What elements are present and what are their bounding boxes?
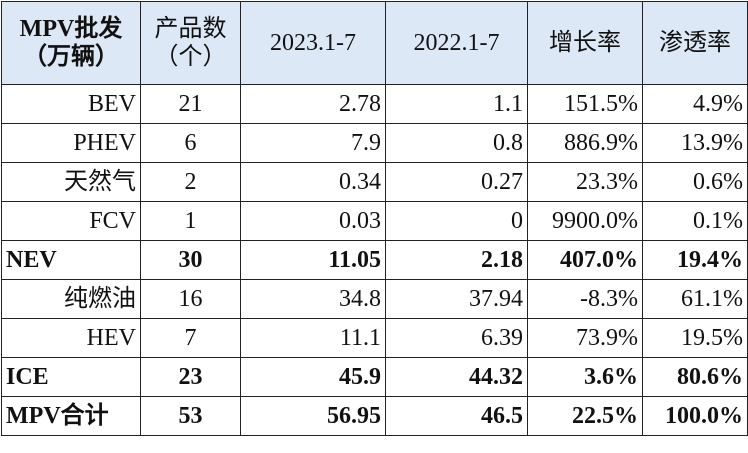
header-text: （个） [154,44,227,70]
table-cell: BEV [1,84,141,124]
table-row: ICE 23 45.9 44.32 3.6% 80.6% [1,357,748,397]
table-cell: MPV合计 [1,396,141,436]
table-row: PHEV 6 7.9 0.8 886.9% 13.9% [1,123,748,163]
table-cell: 纯燃油 [1,279,141,319]
table-cell: 0.34 [240,162,386,202]
table-cell: 0.6% [642,162,748,202]
table-header: MPV批发 （万辆） 产品数 （个） 2023.1-7 2022.1-7 增长率 渗透率 [1,1,748,85]
table-cell: 天然气 [1,162,141,202]
table-cell: 0 [385,201,528,241]
table-cell: 11.1 [240,318,386,358]
header-text: 增长率 [549,30,621,56]
table-cell: 22.5% [527,396,643,436]
table-row: NEV 30 11.05 2.18 407.0% 19.4% [1,240,748,280]
table-row: BEV 21 2.78 1.1 151.5% 4.9% [1,84,748,124]
table-cell: 3.6% [527,357,643,397]
table-cell: 2.18 [385,240,528,280]
table-cell: 151.5% [527,84,643,124]
table-cell: 2.78 [240,84,386,124]
table-cell: 1 [140,201,241,241]
table-body: BEV 21 2.78 1.1 151.5% 4.9% PHEV 6 7.9 0.8 886.9% 1… [1,84,748,436]
table-row: 纯燃油 16 34.8 37.94 -8.3% 61.1% [1,279,748,319]
table-cell: 7 [140,318,241,358]
table-row: FCV 1 0.03 0 9900.0% 0.1% [1,201,748,241]
table-cell: -8.3% [527,279,643,319]
table-cell: 0.1% [642,201,748,241]
header-cell: 增长率 [527,1,643,85]
data-table: MPV批发 （万辆） 产品数 （个） 2023.1-7 2022.1-7 增长率 渗透率 BE… [1,1,748,436]
table-cell: 34.8 [240,279,386,319]
table-cell: 53 [140,396,241,436]
table-cell: 19.4% [642,240,748,280]
header-text: 产品数 [154,16,227,42]
table-cell: PHEV [1,123,141,163]
table-row: 天然气 2 0.34 0.27 23.3% 0.6% [1,162,748,202]
table-cell: 37.94 [385,279,528,319]
header-cell: 2022.1-7 [385,1,528,85]
table-cell: 1.1 [385,84,528,124]
header-cell: 渗透率 [642,1,748,85]
table-cell: 44.32 [385,357,528,397]
header-text: 2022.1-7 [413,30,500,56]
table-cell: 61.1% [642,279,748,319]
header-cell: 产品数 （个） [140,1,241,85]
table-cell: 13.9% [642,123,748,163]
table-cell: 80.6% [642,357,748,397]
table-cell: 0.27 [385,162,528,202]
table-row: HEV 7 11.1 6.39 73.9% 19.5% [1,318,748,358]
table-cell: 2 [140,162,241,202]
table-cell: 6 [140,123,241,163]
table-cell: 6.39 [385,318,528,358]
table-cell: ICE [1,357,141,397]
table-cell: 45.9 [240,357,386,397]
table-cell: 100.0% [642,396,748,436]
header-text: 2023.1-7 [270,30,356,56]
table-cell: 23 [140,357,241,397]
table-cell: 73.9% [527,318,643,358]
table-cell: 23.3% [527,162,643,202]
header-row: MPV批发 （万辆） 产品数 （个） 2023.1-7 2022.1-7 增长率 渗透率 [1,1,748,85]
table-cell: 11.05 [240,240,386,280]
table-cell: 407.0% [527,240,643,280]
table-cell: 30 [140,240,241,280]
table-cell: 16 [140,279,241,319]
header-text: MPV批发 [19,16,123,42]
table-cell: 9900.0% [527,201,643,241]
table-cell: 0.8 [385,123,528,163]
table-cell: 0.03 [240,201,386,241]
table-cell: NEV [1,240,141,280]
table-cell: 46.5 [385,396,528,436]
header-text: （万辆） [23,44,119,70]
table-cell: 19.5% [642,318,748,358]
header-text: 渗透率 [659,30,731,56]
table-cell: 21 [140,84,241,124]
header-cell: 2023.1-7 [240,1,386,85]
table-cell: FCV [1,201,141,241]
table-cell: 4.9% [642,84,748,124]
table-row: MPV合计 53 56.95 46.5 22.5% 100.0% [1,396,748,436]
table-cell: 56.95 [240,396,386,436]
table-cell: 886.9% [527,123,643,163]
table-cell: HEV [1,318,141,358]
header-cell: MPV批发 （万辆） [1,1,141,85]
table-cell: 7.9 [240,123,386,163]
